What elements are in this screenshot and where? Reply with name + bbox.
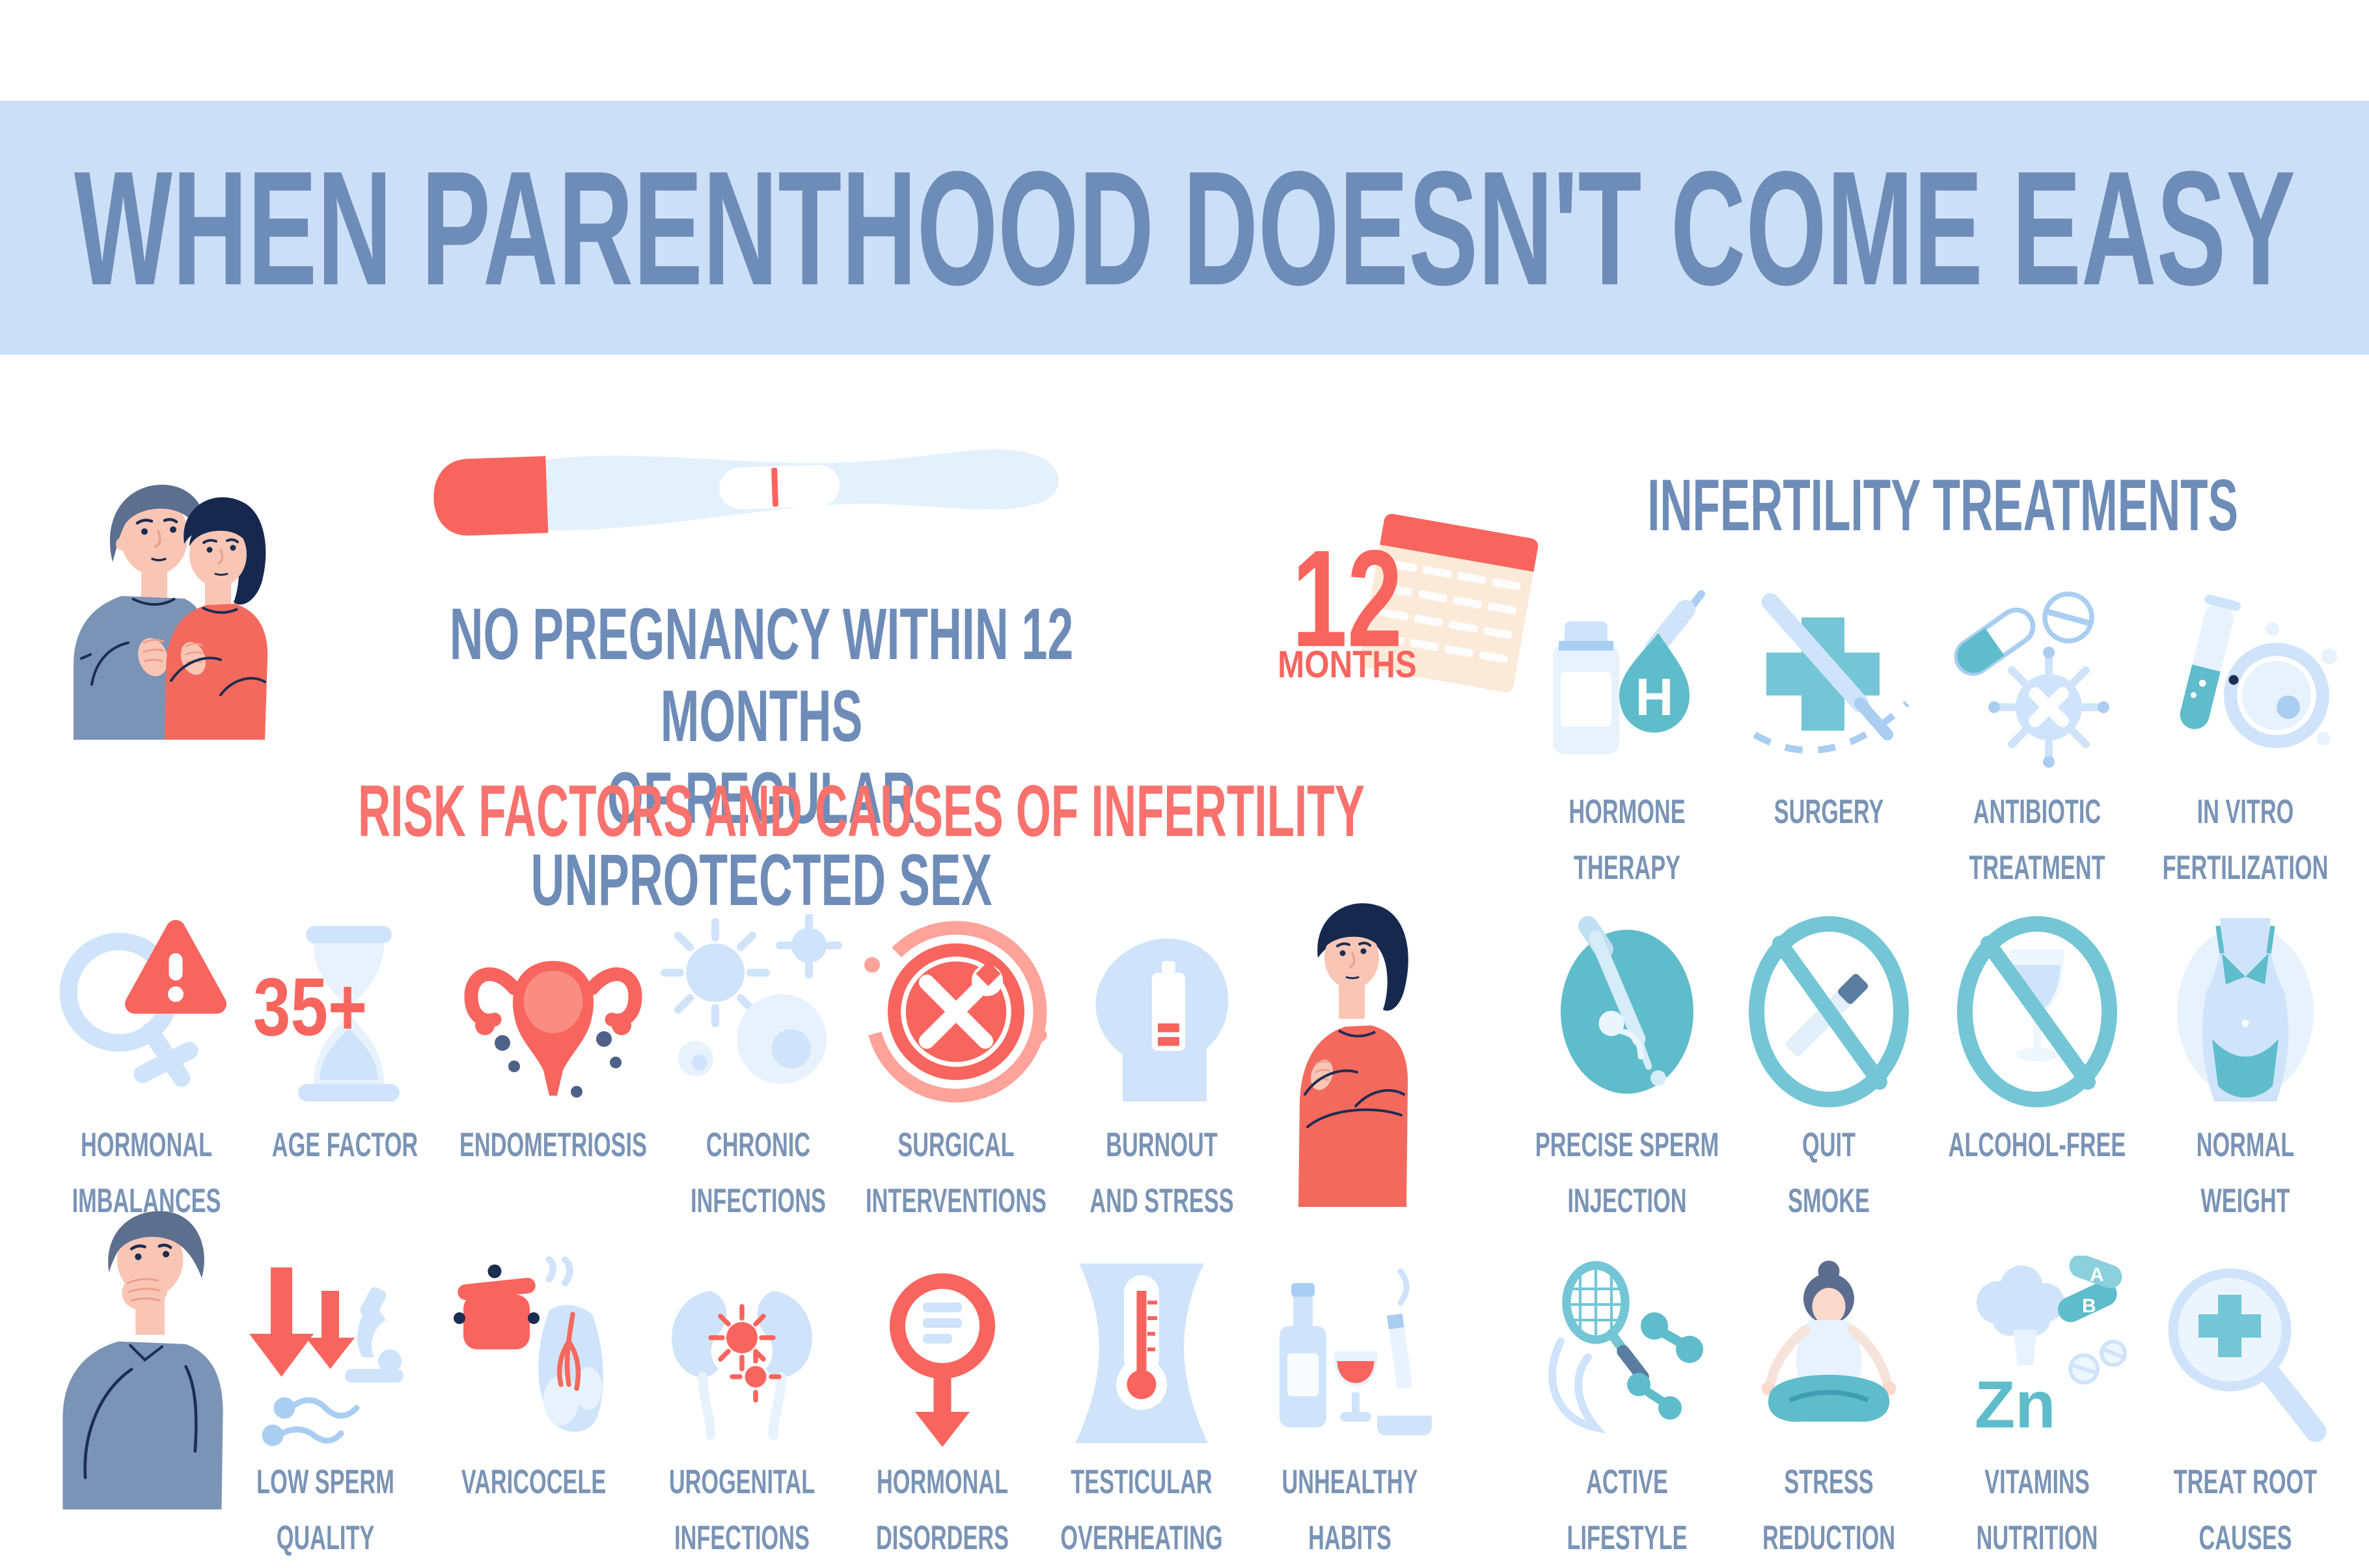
risk-label-age-factor: AGE FACTOR	[271, 1126, 418, 1164]
meditation-icon	[1761, 1260, 1897, 1422]
calendar-icon	[1350, 491, 1549, 709]
magnifier-cross-icon	[2168, 1268, 2327, 1442]
hormone-letter-text: H	[1636, 668, 1674, 727]
virus-cells-icon	[661, 912, 842, 1084]
test-tube-ovum-icon	[2180, 594, 2337, 748]
treatment-label-vitamins: VITAMINS NUTRITION	[1976, 1463, 2098, 1557]
no-alcohol-icon	[1957, 916, 2117, 1107]
risk-label-testicular-overheating: TESTICULAR OVERHEATING	[1060, 1463, 1223, 1557]
head-battery-icon	[1095, 938, 1229, 1102]
months-word: MONTHS	[1278, 643, 1417, 686]
sport-equipment-icon	[1548, 1261, 1703, 1434]
risk-section-heading: RISK FACTORS AND CAUSES OF INFERTILITY	[358, 770, 1365, 852]
treatment-root-causes	[2148, 1256, 2343, 1451]
risk-endometriosis	[456, 914, 651, 1109]
risk-chronic-infections	[661, 912, 856, 1109]
thermometer-groin-icon	[1075, 1264, 1208, 1443]
hourglass-icon: 35+	[253, 926, 400, 1102]
vitamin-a-text: A	[2090, 1264, 2104, 1286]
treatment-label-hormone-therapy: HORMONE THERAPY	[1568, 793, 1686, 887]
treatment-alcohol-free	[1939, 914, 2135, 1109]
sperm-decline-icon	[249, 1267, 404, 1446]
woman-illustration	[1279, 878, 1442, 1207]
treatment-quit-smoke	[1731, 914, 1926, 1109]
risk-label-endometriosis: ENDOMETRIOSIS	[459, 1126, 647, 1164]
risk-hormonal-disorders	[845, 1256, 1040, 1451]
treatment-label-alcohol-free: ALCOHOL-FREE	[1948, 1126, 2126, 1164]
treatment-hormone-therapy: H	[1529, 582, 1725, 777]
kidneys-virus-icon	[672, 1291, 812, 1440]
sad-couple-image	[74, 484, 268, 740]
varicocele-icon	[454, 1256, 603, 1432]
treatment-normal-weight	[2148, 914, 2343, 1109]
treatment-label-quit-smoke: QUIT SMOKE	[1788, 1126, 1870, 1220]
risk-label-burnout-stress: BURNOUT AND STRESS	[1089, 1126, 1234, 1220]
risk-hormonal-imbalances	[49, 914, 244, 1109]
risk-low-sperm-quality	[228, 1256, 423, 1451]
risk-testicular-overheating	[1044, 1256, 1239, 1451]
treatments-section-heading: INFERTILITY TREATMENTS	[1647, 465, 2238, 546]
zinc-text: Zn	[1975, 1368, 2056, 1442]
vitamin-b-text: B	[2082, 1295, 2096, 1317]
sad-woman-image	[1298, 903, 1408, 1207]
female-warning-icon	[59, 920, 226, 1087]
treatment-label-active-lifestyle: ACTIVE LIFESTYLE	[1567, 1463, 1688, 1557]
age-badge-text: 35+	[253, 962, 367, 1053]
treatment-sperm-injection	[1529, 914, 1725, 1109]
header-banner: WHEN PARENTHOOD DOESN'T COME EASY	[0, 101, 2369, 355]
treatment-label-normal-weight: NORMAL WEIGHT	[2196, 1126, 2295, 1220]
months-number: 12	[1292, 521, 1403, 675]
treatment-vitamins: Zn B A	[1939, 1254, 2135, 1451]
risk-unhealthy-habits	[1252, 1256, 1447, 1451]
intro-statement: NO PREGNANCY WITHIN 12 MONTHS OF REGULAR…	[449, 593, 1074, 921]
couple-illustration	[55, 463, 280, 742]
alcohol-cigarette-icon	[1280, 1268, 1432, 1435]
uterus-icon	[464, 961, 642, 1098]
risk-age-factor: 35+	[247, 914, 443, 1109]
treatment-label-sperm-injection: PRECISE SPERM INJECTION	[1535, 1126, 1719, 1220]
risk-label-chronic-infections: CHRONIC INFECTIONS	[691, 1126, 826, 1220]
risk-label-hormonal-disorders: HORMONAL DISORDERS	[875, 1463, 1009, 1557]
vitamins-broccoli-icon: Zn B A	[1975, 1254, 2127, 1442]
risk-varicocele	[436, 1256, 631, 1451]
treatment-label-ivf: IN VITRO FERTILIZATION	[2162, 793, 2329, 887]
man-illustration	[46, 1192, 244, 1509]
treatment-label-stress-reduction: STRESS REDUCTION	[1762, 1463, 1896, 1557]
risk-surgical-interventions	[858, 914, 1054, 1109]
risk-label-low-sperm-quality: LOW SPERM QUALITY	[256, 1463, 394, 1557]
medical-cross-scalpel-icon	[1753, 593, 1910, 754]
body-bikini-icon	[2177, 918, 2314, 1102]
no-smoking-icon	[1749, 916, 1909, 1107]
surgery-tools-icon	[864, 921, 1047, 1103]
treatment-label-surgery: SURGERY	[1773, 793, 1884, 831]
male-symbol-down-icon	[890, 1273, 995, 1447]
treatment-ivf	[2148, 582, 2343, 777]
treatment-antibiotic	[1939, 582, 2135, 777]
pregnancy-test-icon	[421, 419, 1082, 552]
treatment-surgery	[1731, 582, 1926, 777]
risk-burnout-stress	[1064, 914, 1259, 1109]
treatment-active-lifestyle	[1529, 1256, 1725, 1451]
risk-label-varicocele: VARICOCELE	[461, 1463, 607, 1501]
risk-label-urogenital-infections: UROGENITAL INFECTIONS	[668, 1463, 815, 1557]
worried-man-image	[62, 1211, 223, 1509]
risk-label-surgical-interventions: SURGICAL INTERVENTIONS	[866, 1126, 1047, 1220]
risk-label-unhealthy-habits: UNHEALTHY HABITS	[1281, 1463, 1418, 1557]
page-title: WHEN PARENTHOOD DOESN'T COME EASY	[74, 137, 2295, 319]
treatment-label-root-causes: TREAT ROOT CAUSES	[2173, 1463, 2318, 1557]
hormone-bottle-icon: H	[1553, 590, 1705, 754]
sperm-injection-icon	[1561, 916, 1693, 1094]
treatment-stress-reduction	[1731, 1256, 1926, 1451]
treatment-label-antibiotic: ANTIBIOTIC TREATMENT	[1969, 793, 2105, 887]
antibiotic-virus-icon	[1954, 591, 2109, 768]
risk-urogenital-infections	[644, 1256, 840, 1451]
